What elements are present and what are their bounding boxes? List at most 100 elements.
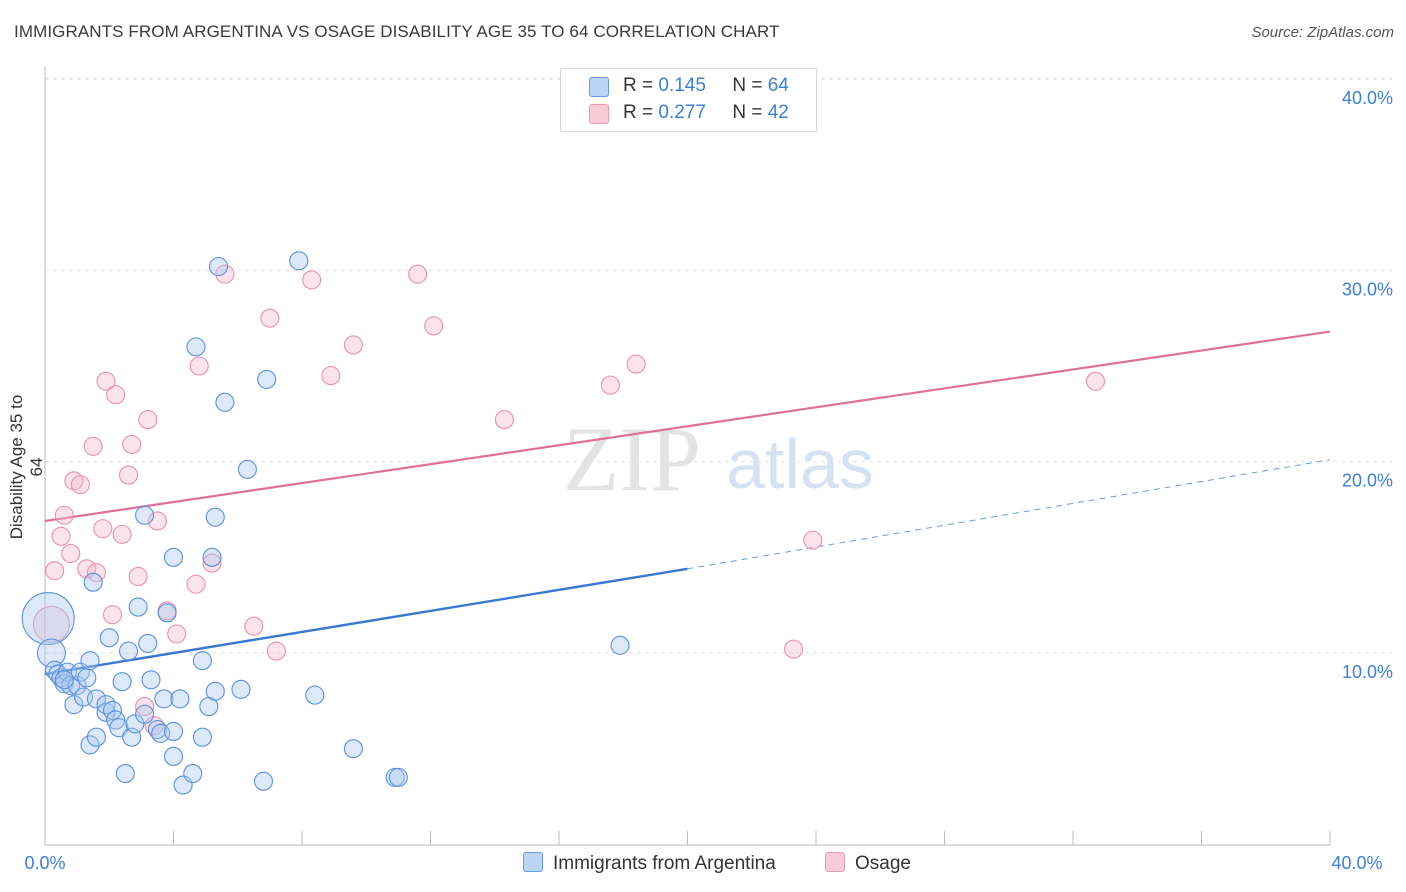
point-osage: [321, 366, 341, 386]
point-argentina: [109, 718, 129, 738]
bottom-legend-argentina: Immigrants from Argentina: [523, 852, 776, 875]
point-argentina: [163, 746, 184, 766]
point-argentina: [163, 547, 184, 567]
point-osage: [803, 530, 823, 550]
source-label: Source: ZipAtlas.com: [1251, 24, 1394, 41]
point-osage: [202, 553, 222, 573]
tick-labels: 0.0% 40.0% 10.0% 20.0% 30.0% 40.0%: [24, 88, 1393, 873]
point-osage: [600, 375, 620, 395]
y-tick-label: 40.0%: [1342, 88, 1393, 108]
point-argentina: [147, 719, 167, 740]
y-axis-label: Disability Age 35 to 64: [7, 394, 46, 540]
point-osage: [1085, 371, 1106, 391]
point-argentina: [186, 337, 206, 357]
point-argentina: [343, 739, 363, 759]
point-osage: [147, 511, 167, 531]
watermark-atlas: atlas: [726, 425, 874, 503]
point-argentina: [192, 727, 212, 747]
point-osage: [135, 697, 155, 717]
point-osage: [167, 624, 187, 644]
point-argentina: [135, 505, 155, 525]
legend-n-label: N =: [732, 102, 763, 123]
chart-title: IMMIGRANTS FROM ARGENTINA VS OSAGE DISAB…: [14, 22, 780, 41]
legend-r-label: R =: [623, 102, 654, 123]
point-osage: [54, 505, 74, 525]
trend-line-argentina-extension: [687, 459, 1331, 570]
bottom-swatch-argentina: [523, 852, 543, 872]
watermark-zip: ZIP: [563, 408, 701, 510]
point-osage: [424, 316, 444, 336]
point-osage: [302, 270, 322, 290]
point-osage: [122, 434, 142, 454]
point-osage: [118, 465, 139, 485]
legend-n-label: N =: [732, 75, 763, 96]
point-argentina: [138, 633, 158, 653]
point-argentina: [388, 767, 408, 787]
point-osage: [61, 543, 81, 564]
point-osage: [408, 264, 428, 284]
bottom-legend-label-osage: Osage: [855, 853, 911, 874]
point-argentina: [128, 597, 148, 617]
point-argentina: [257, 369, 277, 389]
point-argentina: [106, 710, 126, 730]
point-osage: [260, 308, 280, 328]
point-argentina: [231, 679, 251, 699]
point-osage: [343, 335, 363, 355]
point-argentina: [253, 771, 274, 791]
point-argentina: [205, 681, 225, 701]
point-argentina: [237, 459, 257, 479]
point-argentina: [54, 670, 74, 690]
point-osage: [93, 519, 113, 539]
point-argentina: [83, 572, 103, 592]
point-osage: [494, 410, 514, 430]
point-argentina: [163, 721, 184, 741]
grid-lines: [45, 77, 1392, 654]
point-argentina: [157, 603, 177, 623]
legend-n-value-argentina: 64: [767, 75, 789, 96]
point-osage: [626, 354, 646, 374]
point-osage: [215, 264, 235, 284]
correlation-legend: R = 0.145 N = 64 R = 0.277 N = 42: [560, 68, 817, 132]
point-osage: [266, 641, 286, 661]
bottom-legend-osage: Osage: [825, 852, 911, 875]
legend-r-label: R =: [623, 75, 654, 96]
point-argentina: [86, 689, 106, 709]
legend-n-value-osage: 42: [767, 102, 789, 123]
point-argentina: [80, 735, 100, 755]
axes: [44, 67, 1331, 846]
point-argentina: [208, 256, 229, 277]
y-tick-label: 10.0%: [1342, 662, 1393, 682]
point-argentina: [118, 641, 139, 661]
y-tick-label: 20.0%: [1342, 471, 1393, 491]
point-argentina: [289, 251, 309, 271]
point-osage: [70, 475, 90, 495]
point-argentina: [80, 651, 100, 671]
point-osage: [244, 616, 264, 636]
point-argentina: [205, 507, 225, 527]
point-argentina: [141, 670, 161, 690]
bottom-swatch-osage: [825, 852, 845, 872]
point-osage: [783, 639, 804, 659]
trend-lines: [44, 330, 1331, 676]
legend-r-value-argentina: 0.145: [658, 75, 706, 96]
point-argentina: [610, 635, 630, 655]
point-argentina: [96, 702, 116, 722]
point-osage: [128, 566, 148, 587]
point-osage: [102, 605, 123, 625]
point-osage: [32, 605, 70, 643]
point-osage: [83, 436, 103, 456]
point-osage: [96, 371, 116, 391]
point-argentina: [21, 592, 75, 646]
point-argentina: [125, 714, 145, 734]
point-osage: [45, 561, 65, 581]
point-argentina: [215, 392, 235, 412]
x-tick-label: 0.0%: [24, 853, 65, 873]
point-argentina: [115, 763, 135, 784]
bottom-legend-label-argentina: Immigrants from Argentina: [553, 853, 776, 874]
point-argentina: [154, 689, 174, 709]
legend-r-value-osage: 0.277: [658, 102, 706, 123]
point-osage: [112, 524, 132, 544]
trend-line-osage: [44, 330, 1331, 523]
point-argentina: [305, 685, 325, 705]
